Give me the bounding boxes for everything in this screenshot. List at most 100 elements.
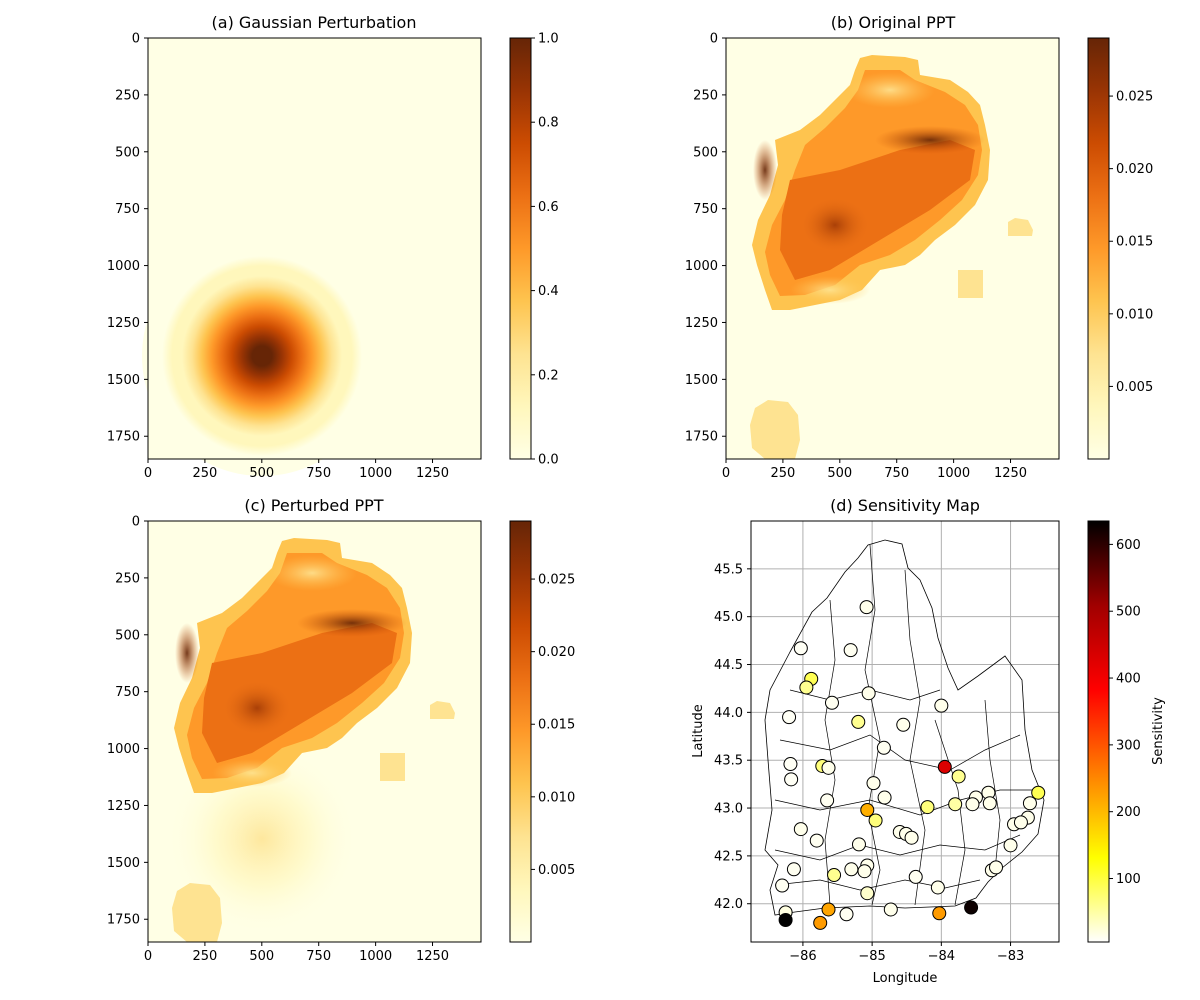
colorbar-tick-label: 0.020: [538, 645, 575, 660]
y-tick-label: 750: [693, 202, 718, 217]
station-point: [937, 759, 952, 774]
panel-perturbed-ppt: (c) Perturbed PPT 0 250 500 750 1000 1250 0 25…: [107, 496, 575, 964]
panel-d-frame: [750, 520, 1060, 943]
y-tick-label: 44.0: [714, 706, 743, 721]
panel-c-colorbar: [509, 520, 532, 943]
panel-gaussian-perturbation: (a) Gaussian Perturbation 0 250 500 750 1000…: [107, 13, 559, 481]
y-tick-label: 43.5: [714, 754, 743, 769]
y-tick-label: 1250: [107, 316, 140, 331]
station-point: [866, 776, 881, 791]
x-tick-label: 1250: [994, 466, 1027, 481]
colorbar-tick-label: 0.020: [1116, 162, 1153, 177]
colorbar-tick-label: 600: [1116, 538, 1141, 553]
x-tick-label: 1000: [359, 466, 392, 481]
y-tick-label: 1000: [107, 259, 140, 274]
station-point: [908, 869, 923, 884]
x-tick-label: 500: [249, 466, 274, 481]
panel-b-colorbar: [1087, 37, 1110, 460]
station-point: [861, 686, 876, 701]
y-tick-label: 0: [710, 32, 718, 47]
x-tick-label: 1000: [937, 466, 970, 481]
watershed-line: [774, 789, 1035, 816]
colorbar-tick-label: 0.010: [1116, 307, 1153, 322]
small-patch-southwest: [172, 883, 222, 942]
colorbar-tick-label: 500: [1116, 605, 1141, 620]
x-tick-label: 500: [249, 949, 274, 964]
station-point: [843, 643, 858, 658]
x-tick-label: −85: [858, 949, 885, 964]
y-tick-label: 750: [115, 685, 140, 700]
gaussian-blob: [142, 236, 382, 476]
panel-d-xlabel: Longitude: [873, 971, 938, 986]
station-point: [809, 833, 824, 848]
panel-b-title: (b) Original PPT: [831, 13, 956, 32]
station-point: [868, 813, 883, 828]
station-point: [793, 822, 808, 837]
y-tick-label: 1250: [685, 316, 718, 331]
station-point: [965, 797, 980, 812]
station-markers: [775, 600, 1046, 930]
station-point: [896, 717, 911, 732]
x-tick-label: 750: [306, 466, 331, 481]
y-tick-label: 1500: [107, 856, 140, 871]
panel-d-colorbar-ticks: 100 200 300 400 500 600: [1109, 538, 1141, 887]
light-north: [267, 555, 357, 591]
watershed-line: [984, 699, 1001, 871]
station-point: [948, 797, 963, 812]
y-tick-label: 500: [115, 628, 140, 643]
station-point: [989, 860, 1004, 875]
station-point: [839, 907, 854, 922]
station-point: [857, 864, 872, 879]
colorbar-tick-label: 0.0: [538, 453, 559, 468]
y-tick-label: 42.5: [714, 849, 743, 864]
x-tick-label: 500: [827, 466, 852, 481]
station-point: [860, 802, 875, 817]
panel-b-y-axis: 0 250 500 750 1000 1250 1500 1750: [685, 32, 726, 445]
peninsula-outline: [764, 539, 1045, 916]
watershed-line: [774, 879, 981, 891]
y-tick-label: 1750: [107, 430, 140, 445]
hotspot-ne: [875, 126, 985, 154]
hotspot-west: [753, 140, 777, 200]
y-tick-label: 750: [115, 202, 140, 217]
station-point: [821, 760, 836, 775]
station-point: [1003, 838, 1018, 853]
panel-b-frame: [725, 37, 1060, 460]
precipitation-field: [750, 55, 1033, 459]
y-tick-label: 500: [115, 145, 140, 160]
panel-c-y-axis: 0 250 500 750 1000 1250 1500 1750: [107, 515, 148, 928]
panel-a-x-axis: 0 250 500 750 1000 1250: [144, 459, 449, 481]
x-tick-label: 1250: [416, 466, 449, 481]
station-point: [951, 769, 966, 784]
x-tick-label: 250: [192, 466, 217, 481]
panel-a-y-axis: 0 250 500 750 1000 1250 1500 1750: [107, 32, 148, 445]
colorbar-tick-label: 0.005: [538, 863, 575, 878]
station-point: [844, 862, 859, 877]
x-tick-label: 750: [884, 466, 909, 481]
panel-sensitivity-map: (d) Sensitivity Map −86 −85 −84 −83 42.042.…: [691, 496, 1166, 986]
panel-d-y-axis: 42.0 42.5 43.0 43.5 44.0 44.5 45.0 45.5: [714, 562, 751, 912]
panel-b-x-axis: 0 250 500 750 1000 1250: [722, 459, 1027, 481]
station-point: [934, 698, 949, 713]
precipitation-field-perturbed: [172, 538, 455, 942]
x-tick-label: −84: [928, 949, 955, 964]
station-point: [859, 600, 874, 615]
y-tick-label: 1500: [685, 373, 718, 388]
watershed-line: [864, 544, 881, 906]
x-tick-label: 1250: [416, 949, 449, 964]
colorbar-tick-label: 300: [1116, 738, 1141, 753]
panel-c-colorbar-ticks: 0.005 0.010 0.015 0.020 0.025: [531, 573, 575, 878]
station-point: [851, 837, 866, 852]
station-point: [799, 680, 814, 695]
station-point: [876, 740, 891, 755]
colorbar-tick-label: 0.010: [538, 790, 575, 805]
panel-b-colorbar-ticks: 0.005 0.010 0.015 0.020 0.025: [1109, 90, 1153, 395]
station-point: [786, 862, 801, 877]
colorbar-tick-label: 1.0: [538, 32, 559, 47]
colorbar-tick-label: 100: [1116, 872, 1141, 887]
colorbar-tick-label: 400: [1116, 672, 1141, 687]
light-south: [790, 276, 870, 304]
colorbar-tick-label: 0.8: [538, 116, 559, 131]
hotspot-west: [175, 623, 199, 683]
